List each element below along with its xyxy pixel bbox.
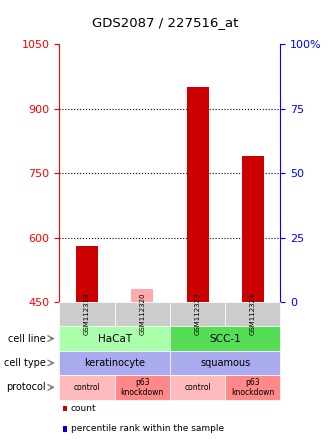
Text: control: control [184, 383, 211, 392]
Text: GSM112320: GSM112320 [139, 293, 145, 335]
Text: cell line: cell line [9, 333, 46, 344]
Text: count: count [71, 404, 97, 413]
Text: p63
knockdown: p63 knockdown [121, 378, 164, 397]
Text: GSM112323: GSM112323 [195, 293, 201, 335]
Bar [186, 87, 209, 302]
Text: HaCaT: HaCaT [98, 333, 132, 344]
Text: GSM112324: GSM112324 [250, 293, 256, 335]
Bar [242, 156, 264, 302]
Text: keratinocyte: keratinocyte [84, 358, 145, 368]
Text: control: control [74, 383, 100, 392]
Text: GSM112319: GSM112319 [84, 293, 90, 336]
Text: GDS2087 / 227516_at: GDS2087 / 227516_at [92, 16, 238, 28]
Text: SCC-1: SCC-1 [209, 333, 241, 344]
Text: percentile rank within the sample: percentile rank within the sample [71, 424, 224, 433]
Text: protocol: protocol [7, 382, 46, 392]
Text: p63
knockdown: p63 knockdown [231, 378, 275, 397]
Bar [131, 289, 153, 302]
Bar [76, 246, 98, 302]
Text: cell type: cell type [4, 358, 46, 368]
Text: squamous: squamous [200, 358, 250, 368]
